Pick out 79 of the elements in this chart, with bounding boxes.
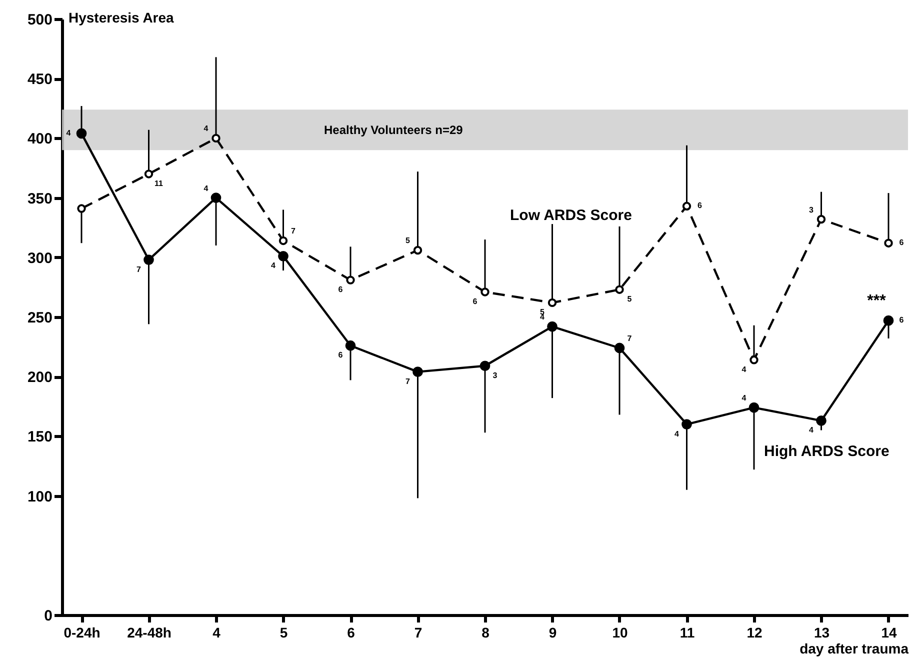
x-tick-label: 14 <box>881 624 897 640</box>
annotation: 7 <box>406 376 411 386</box>
annotation: 3 <box>492 370 498 380</box>
annotation: 4 <box>204 124 209 134</box>
point <box>480 360 490 372</box>
point <box>346 276 355 284</box>
x-axis-title: day after trauma <box>800 640 909 656</box>
point <box>278 251 288 262</box>
y-tick-label: 250 <box>27 310 52 326</box>
annotation: 4 <box>742 364 747 374</box>
annotation: 6 <box>899 316 904 325</box>
y-tick-label: 0 <box>44 608 52 624</box>
x-tick-label: 12 <box>746 624 762 640</box>
annotation: 5 <box>406 236 411 246</box>
y-tick-label: 500 <box>27 12 52 28</box>
annotation: 7 <box>291 226 296 236</box>
text: Low ARDS Score <box>510 207 632 224</box>
x-tick-label: 6 <box>347 624 356 640</box>
y-tick-label: 150 <box>27 428 52 446</box>
point <box>750 356 758 364</box>
annotation: 6 <box>338 285 344 294</box>
x-tick-label: 8 <box>482 624 490 640</box>
y-tick-label: 450 <box>27 71 52 88</box>
x-tick-label: 7 <box>414 624 422 640</box>
y-tick-label: 400 <box>27 130 52 148</box>
annotation: 4 <box>742 394 747 403</box>
point <box>345 340 356 351</box>
point <box>144 170 154 178</box>
annotation: 7 <box>627 334 632 343</box>
annotation: 4 <box>674 429 680 438</box>
point <box>883 315 894 326</box>
x-tick-label: 10 <box>612 624 628 640</box>
annotation: 5 <box>627 294 632 304</box>
point <box>278 236 288 246</box>
point <box>816 214 826 224</box>
annotation: 4 <box>204 184 209 193</box>
x-tick-label: 13 <box>814 624 830 640</box>
band-label: Healthy Volunteers n=29 <box>324 122 464 137</box>
annotation: *** <box>867 292 887 310</box>
x-tick-label: 0-24h <box>64 624 100 640</box>
y-axis-title: Hysteresis Area <box>68 10 174 26</box>
series-label: High ARDS Score <box>764 443 890 460</box>
point <box>748 402 760 413</box>
x-tick-label: 9 <box>548 624 557 640</box>
point <box>682 202 692 210</box>
point <box>615 285 624 294</box>
annotation: 6 <box>472 296 478 306</box>
point <box>210 192 222 203</box>
x-tick-label: 11 <box>680 624 695 640</box>
annotation: 3 <box>809 205 814 214</box>
point <box>682 419 692 430</box>
point <box>548 298 557 308</box>
point <box>614 342 625 354</box>
point <box>76 128 87 139</box>
y-tick-label: 100 <box>27 488 52 506</box>
annotation: 6 <box>698 201 703 210</box>
point <box>212 134 220 143</box>
annotation: 4 <box>271 261 276 270</box>
annotation: 4 <box>66 128 72 138</box>
y-tick-label: 300 <box>27 250 52 267</box>
x-tick-label: 5 <box>280 624 288 640</box>
point <box>412 366 423 378</box>
x-tick-label: 24-48h <box>127 624 172 640</box>
point <box>480 288 490 296</box>
point <box>816 416 826 426</box>
point <box>413 246 422 255</box>
y-tick-label: 350 <box>27 190 52 208</box>
x-tick-label: 4 <box>212 624 221 640</box>
annotation: 11 <box>154 178 164 188</box>
point <box>144 254 154 265</box>
point <box>547 321 558 332</box>
y-tick-label: 200 <box>27 369 52 386</box>
point <box>884 238 893 248</box>
annotation: 4 <box>809 426 814 435</box>
annotation: 7 <box>136 264 142 274</box>
point <box>77 204 86 213</box>
annotation: 6 <box>338 350 344 360</box>
annotation: 6 <box>899 238 904 248</box>
annotation: 4 <box>540 312 546 322</box>
